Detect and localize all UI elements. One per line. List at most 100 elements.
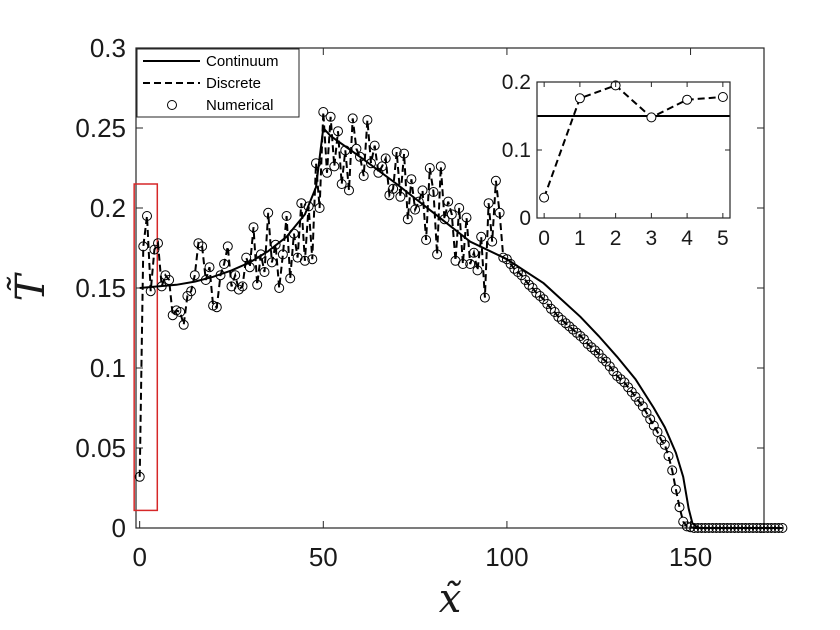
numerical-point (509, 263, 520, 274)
numerical-point (134, 471, 145, 482)
numerical-point (659, 439, 670, 450)
inset-x-tick-label: 1 (574, 227, 586, 250)
numerical-point (700, 523, 711, 533)
legend-continuum-label: Continuum (206, 53, 279, 70)
numerical-point (512, 267, 523, 277)
numerical-point (241, 252, 252, 263)
numerical-point (568, 324, 578, 335)
numerical-point (557, 315, 567, 325)
numerical-point (377, 161, 388, 172)
y-tick-label: 0.1 (90, 353, 126, 383)
numerical-point (281, 211, 292, 221)
continuum-line (139, 125, 783, 529)
numerical-point (197, 241, 208, 252)
numerical-point (472, 265, 483, 276)
numerical-point (204, 262, 215, 273)
numerical-point (233, 284, 244, 295)
numerical-point (692, 523, 703, 533)
numerical-point (149, 244, 160, 255)
numerical-point (590, 345, 601, 356)
numerical-point (406, 174, 417, 185)
numerical-point (751, 523, 762, 533)
continuum-series (139, 125, 783, 529)
numerical-point (391, 147, 402, 157)
numerical-point (707, 523, 718, 533)
numerical-point (156, 281, 167, 292)
numerical-point (358, 171, 369, 181)
y-axis-label: T̃ (7, 271, 54, 301)
numerical-point (703, 523, 714, 533)
numerical-point (575, 331, 586, 341)
numerical-series (134, 107, 788, 533)
legend-numerical-swatch (167, 100, 177, 110)
numerical-point (696, 523, 707, 533)
numerical-point (487, 236, 498, 247)
numerical-point (366, 158, 376, 169)
numerical-point (311, 158, 321, 169)
y-tick-label: 0.2 (90, 193, 126, 223)
numerical-point (571, 327, 582, 338)
numerical-point (178, 319, 189, 330)
numerical-point (435, 161, 446, 172)
numerical-point (733, 523, 744, 533)
numerical-point (722, 523, 733, 533)
numerical-point (248, 222, 259, 233)
numerical-point (711, 523, 722, 533)
numerical-point (380, 153, 391, 164)
numerical-point (461, 212, 472, 223)
numerical-point (222, 241, 233, 252)
legend: Continuum Discrete Numerical (136, 48, 300, 118)
discrete-line (138, 111, 783, 529)
numerical-point (490, 175, 501, 186)
numerical-point (744, 523, 755, 533)
inset-x-tick-label: 2 (610, 227, 622, 250)
numerical-point (725, 523, 736, 533)
numerical-point (479, 292, 490, 303)
numerical-point (759, 523, 769, 533)
y-tick-label: 0.3 (90, 33, 126, 63)
numerical-point (421, 235, 432, 245)
numerical-point (446, 209, 457, 220)
numerical-point (230, 270, 241, 281)
numerical-point (164, 275, 175, 285)
numerical-point (153, 238, 163, 249)
numerical-point (344, 185, 354, 196)
numerical-point (347, 113, 358, 124)
numerical-point (468, 247, 479, 258)
numerical-point (553, 311, 564, 322)
numerical-point (454, 203, 465, 213)
numerical-point (145, 286, 156, 297)
numerical-point (252, 279, 263, 290)
numerical-point (718, 523, 729, 533)
highlight-box (133, 183, 159, 512)
numerical-point (546, 303, 556, 314)
numerical-point (255, 249, 266, 260)
numerical-point (362, 115, 373, 125)
numerical-point (200, 275, 211, 285)
numerical-point (333, 126, 343, 137)
numerical-point (524, 279, 534, 290)
numerical-point (663, 451, 674, 461)
numerical-point (681, 521, 692, 532)
numerical-point (714, 523, 725, 533)
inset-x-tick-label: 3 (646, 227, 658, 250)
numerical-point (483, 198, 494, 209)
numerical-point (582, 339, 593, 349)
numerical-point (285, 273, 296, 284)
numerical-point (645, 414, 656, 425)
numerical-point (439, 214, 450, 225)
x-tick-label: 100 (485, 542, 528, 572)
numerical-point (597, 353, 608, 364)
numerical-point (465, 259, 476, 269)
numerical-point (369, 140, 380, 151)
numerical-point (670, 484, 681, 495)
discrete-series (138, 111, 783, 529)
numerical-point (388, 183, 399, 194)
numerical-point (685, 522, 696, 533)
numerical-point (322, 167, 332, 178)
numerical-point (395, 191, 406, 202)
inset-chart: 0 1 2 3 4 5 0 0.1 0.2 (502, 71, 731, 250)
numerical-point (299, 255, 310, 266)
numerical-point (329, 161, 340, 172)
